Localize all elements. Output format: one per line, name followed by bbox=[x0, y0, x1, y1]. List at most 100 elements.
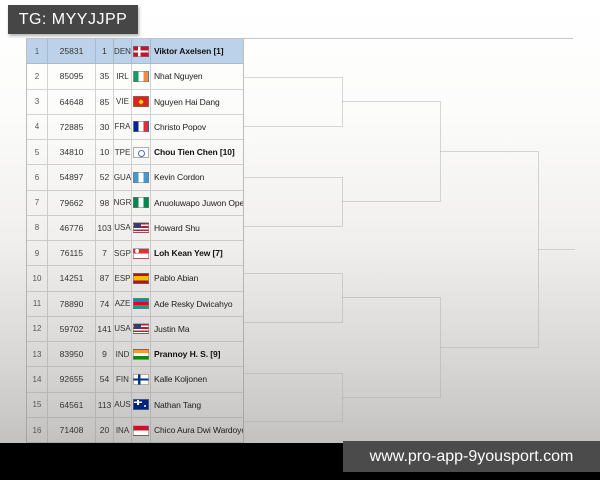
rank-cell: 85 bbox=[96, 89, 114, 114]
noc-cell: DEN bbox=[114, 39, 132, 64]
position-cell: 2 bbox=[27, 64, 48, 89]
noc-cell: TPE bbox=[114, 140, 132, 165]
player-row[interactable]: 6 54897 52 GUA Kevin Cordon bbox=[27, 165, 243, 191]
draw-area-top-border bbox=[26, 38, 573, 39]
noc-cell: IND bbox=[114, 342, 132, 367]
player-row[interactable]: 9 76115 7 SGP Loh Kean Yew [7] bbox=[27, 241, 243, 267]
player-row[interactable]: 14 92655 54 FIN Kalle Koljonen bbox=[27, 367, 243, 393]
flag-cell bbox=[132, 89, 151, 114]
country-flag-icon bbox=[133, 171, 149, 183]
bracket-line bbox=[342, 397, 440, 398]
member-id-cell: 64561 bbox=[48, 392, 96, 417]
member-id-cell: 34810 bbox=[48, 140, 96, 165]
bracket-line bbox=[244, 77, 342, 78]
position-cell: 8 bbox=[27, 215, 48, 240]
member-id-cell: 14251 bbox=[48, 266, 96, 291]
players-table: 1 25831 1 DEN Viktor Axelsen [1] 2 85095… bbox=[26, 39, 244, 443]
country-flag-icon bbox=[133, 424, 149, 436]
flag-cell bbox=[132, 266, 151, 291]
player-row[interactable]: 5 34810 10 TPE Chou Tien Chen [10] bbox=[27, 140, 243, 166]
bracket-line bbox=[244, 273, 342, 274]
rank-cell: 52 bbox=[96, 165, 114, 190]
flag-cell bbox=[132, 140, 151, 165]
country-flag-icon bbox=[133, 146, 149, 158]
bracket-line bbox=[440, 347, 538, 348]
country-flag-icon bbox=[133, 70, 149, 82]
noc-cell: FRA bbox=[114, 114, 132, 139]
noc-cell: NGR bbox=[114, 190, 132, 215]
rank-cell: 20 bbox=[96, 417, 114, 443]
player-row[interactable]: 1 25831 1 DEN Viktor Axelsen [1] bbox=[27, 39, 243, 65]
noc-cell: INA bbox=[114, 417, 132, 443]
watermark-badge: www.pro-app-9yousport.com bbox=[343, 441, 600, 472]
member-id-cell: 92655 bbox=[48, 367, 96, 392]
noc-cell: IRL bbox=[114, 64, 132, 89]
country-flag-icon bbox=[133, 96, 149, 108]
country-flag-icon bbox=[133, 222, 149, 234]
player-name: Anuoluwapo Juwon Opeyori bbox=[154, 197, 243, 208]
noc-cell: USA bbox=[114, 316, 132, 341]
position-cell: 12 bbox=[27, 316, 48, 341]
bracket-line bbox=[342, 101, 440, 102]
position-cell: 6 bbox=[27, 165, 48, 190]
rank-cell: 35 bbox=[96, 64, 114, 89]
member-id-cell: 78890 bbox=[48, 291, 96, 316]
player-name: Chico Aura Dwi Wardoyo bbox=[154, 425, 243, 436]
rank-cell: 141 bbox=[96, 316, 114, 341]
bracket-line bbox=[244, 322, 342, 323]
position-cell: 7 bbox=[27, 190, 48, 215]
country-flag-icon bbox=[133, 45, 149, 57]
bracket-line bbox=[244, 126, 342, 127]
position-cell: 9 bbox=[27, 241, 48, 266]
player-row[interactable]: 10 14251 87 ESP Pablo Abian bbox=[27, 266, 243, 292]
bracket-line bbox=[342, 201, 440, 202]
player-row[interactable]: 15 64561 113 AUS Nathan Tang bbox=[27, 392, 243, 418]
player-row[interactable]: 12 59702 141 USA Justin Ma bbox=[27, 316, 243, 342]
player-row[interactable]: 13 83950 9 IND Prannoy H. S. [9] bbox=[27, 342, 243, 368]
flag-cell bbox=[132, 316, 151, 341]
noc-cell: VIE bbox=[114, 89, 132, 114]
country-flag-icon bbox=[133, 298, 149, 310]
player-row[interactable]: 4 72885 30 FRA Christo Popov bbox=[27, 114, 243, 140]
player-row[interactable]: 7 79662 98 NGR Anuoluwapo Juwon Opeyori bbox=[27, 190, 243, 216]
rank-cell: 7 bbox=[96, 241, 114, 266]
player-row[interactable]: 8 46776 103 USA Howard Shu bbox=[27, 215, 243, 241]
rank-cell: 9 bbox=[96, 342, 114, 367]
bracket-line bbox=[342, 77, 343, 127]
position-cell: 10 bbox=[27, 266, 48, 291]
tournament-tag-badge: TG: MYYJJPP bbox=[8, 5, 138, 34]
country-flag-icon bbox=[133, 121, 149, 133]
noc-cell: AZE bbox=[114, 291, 132, 316]
rank-cell: 74 bbox=[96, 291, 114, 316]
player-name: Howard Shu bbox=[154, 222, 200, 233]
flag-cell bbox=[132, 417, 151, 443]
noc-cell: AUS bbox=[114, 392, 132, 417]
member-id-cell: 46776 bbox=[48, 215, 96, 240]
bracket-line bbox=[342, 177, 343, 227]
bracket-line bbox=[440, 297, 441, 398]
player-rows-container: 1 25831 1 DEN Viktor Axelsen [1] 2 85095… bbox=[27, 39, 243, 443]
bracket-line bbox=[342, 273, 343, 323]
flag-cell bbox=[132, 342, 151, 367]
player-name: Viktor Axelsen [1] bbox=[154, 46, 224, 57]
player-name: Chou Tien Chen [10] bbox=[154, 147, 235, 158]
member-id-cell: 85095 bbox=[48, 64, 96, 89]
flag-cell bbox=[132, 241, 151, 266]
player-row[interactable]: 3 64648 85 VIE Nguyen Hai Dang bbox=[27, 89, 243, 115]
member-id-cell: 72885 bbox=[48, 114, 96, 139]
rank-cell: 103 bbox=[96, 215, 114, 240]
position-cell: 15 bbox=[27, 392, 48, 417]
position-cell: 5 bbox=[27, 140, 48, 165]
country-flag-icon bbox=[133, 373, 149, 385]
player-name: Kalle Koljonen bbox=[154, 374, 207, 385]
flag-cell bbox=[132, 291, 151, 316]
flag-cell bbox=[132, 392, 151, 417]
bracket-line bbox=[538, 249, 575, 250]
player-row[interactable]: 16 71408 20 INA Chico Aura Dwi Wardoyo bbox=[27, 417, 243, 443]
bracket-line bbox=[244, 373, 342, 374]
member-id-cell: 59702 bbox=[48, 316, 96, 341]
player-row[interactable]: 2 85095 35 IRL Nhat Nguyen bbox=[27, 64, 243, 90]
player-row[interactable]: 11 78890 74 AZE Ade Resky Dwicahyo bbox=[27, 291, 243, 317]
member-id-cell: 25831 bbox=[48, 39, 96, 64]
player-name: Pablo Abian bbox=[154, 273, 199, 284]
